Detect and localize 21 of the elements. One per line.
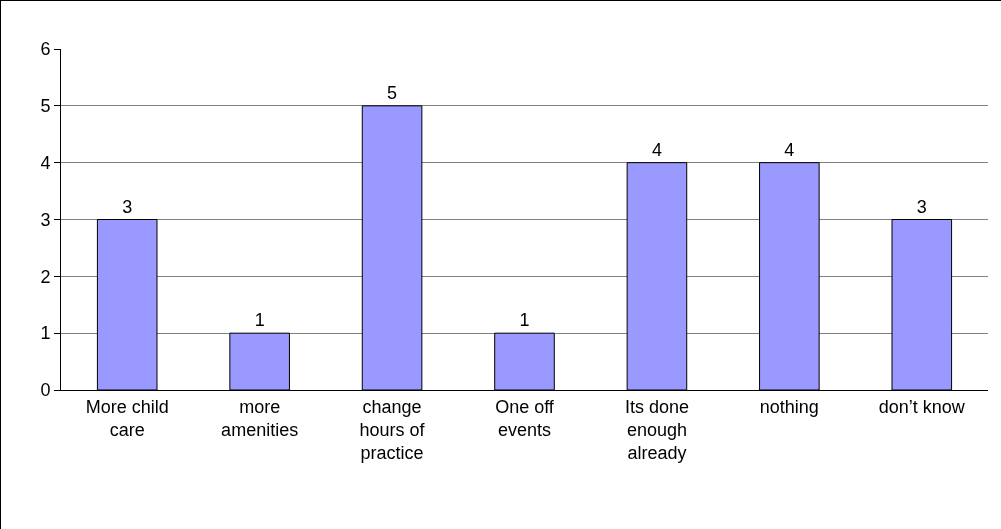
x-tick-label: Its done enough already <box>624 396 689 464</box>
x-tick-label: change hours of practice <box>359 396 426 464</box>
y-tick-label: 2 <box>40 266 51 287</box>
data-label: 1 <box>254 310 265 331</box>
x-tick-label: don’t know <box>878 396 966 417</box>
y-tick-label: 0 <box>40 380 51 401</box>
y-tick-label: 5 <box>40 96 51 117</box>
x-tick-label: One off events <box>495 396 555 440</box>
y-tick-label: 4 <box>40 152 51 173</box>
x-tick-label: More child care <box>85 396 169 440</box>
data-label: 1 <box>519 310 530 331</box>
data-label: 4 <box>784 139 795 160</box>
x-tick-label: more amenities <box>221 396 299 440</box>
y-tick-label: 6 <box>40 39 51 60</box>
x-tick-label: nothing <box>759 396 819 417</box>
data-label: 5 <box>387 82 398 103</box>
y-tick-label: 3 <box>40 209 51 230</box>
data-label: 3 <box>916 196 927 217</box>
data-label: 3 <box>122 196 133 217</box>
data-label: 4 <box>651 139 662 160</box>
y-tick-label: 1 <box>40 323 51 344</box>
